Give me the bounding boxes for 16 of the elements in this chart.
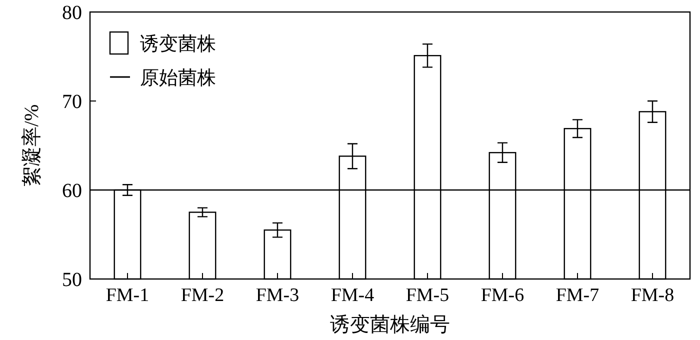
x-tick-label: FM-3 — [256, 285, 300, 306]
x-axis-title: 诱变菌株编号 — [330, 314, 450, 336]
legend-label: 诱变菌株 — [140, 33, 216, 55]
x-tick-label: FM-2 — [180, 285, 224, 306]
y-tick-label: 80 — [62, 2, 82, 24]
y-axis-title: 絮凝率/% — [21, 104, 43, 187]
x-tick-label: FM-6 — [480, 285, 524, 306]
x-tick-label: FM-1 — [106, 285, 150, 306]
x-tick-label: FM-4 — [330, 285, 375, 306]
x-tick-label: FM-8 — [630, 285, 674, 306]
y-tick-label: 50 — [62, 269, 82, 291]
legend-label: 原始菌株 — [140, 68, 216, 89]
x-tick-label: FM-5 — [406, 285, 450, 306]
y-tick-label: 60 — [62, 180, 82, 202]
x-tick-label: FM-7 — [556, 285, 600, 306]
y-tick-label: 70 — [62, 91, 82, 113]
